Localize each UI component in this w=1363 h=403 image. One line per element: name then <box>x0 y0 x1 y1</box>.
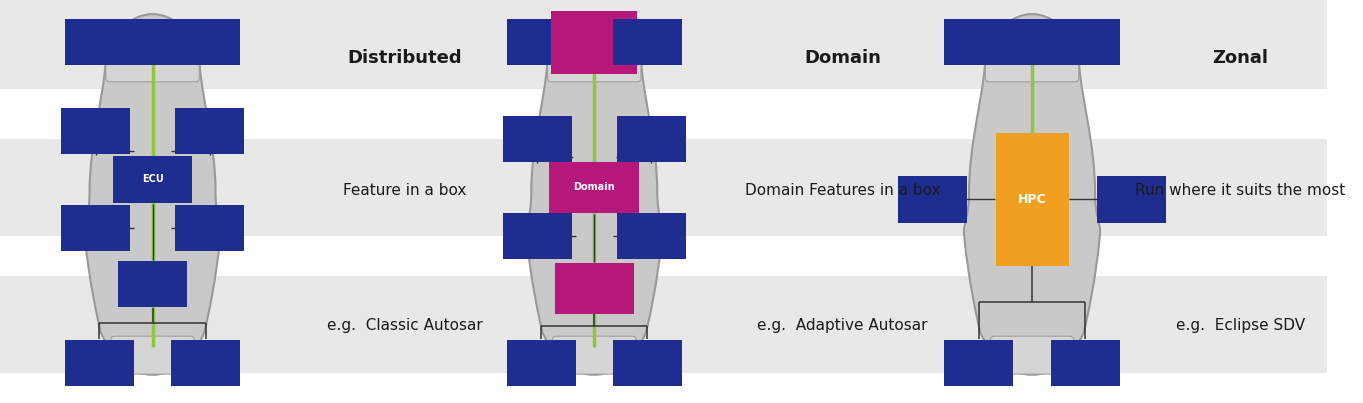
FancyBboxPatch shape <box>555 263 634 314</box>
PathPatch shape <box>85 14 221 375</box>
FancyBboxPatch shape <box>998 19 1066 65</box>
Text: e.g.  Eclipse SDV: e.g. Eclipse SDV <box>1176 318 1304 333</box>
FancyBboxPatch shape <box>551 11 638 74</box>
FancyBboxPatch shape <box>1051 19 1119 65</box>
FancyBboxPatch shape <box>613 339 682 386</box>
FancyBboxPatch shape <box>0 0 1326 89</box>
PathPatch shape <box>964 14 1100 375</box>
FancyBboxPatch shape <box>548 25 641 82</box>
FancyBboxPatch shape <box>61 205 129 251</box>
FancyBboxPatch shape <box>172 19 240 65</box>
Text: e.g.  Classic Autosar: e.g. Classic Autosar <box>327 318 483 333</box>
Text: Distributed: Distributed <box>348 50 462 67</box>
Text: Zonal: Zonal <box>1212 50 1269 67</box>
FancyBboxPatch shape <box>106 25 199 82</box>
Text: Domain Features in a box: Domain Features in a box <box>744 183 940 198</box>
FancyBboxPatch shape <box>985 25 1078 82</box>
FancyBboxPatch shape <box>110 336 195 374</box>
FancyBboxPatch shape <box>507 19 575 65</box>
FancyBboxPatch shape <box>113 156 192 202</box>
Text: HPC: HPC <box>1018 193 1047 206</box>
FancyBboxPatch shape <box>1097 176 1165 222</box>
Text: e.g.  Adaptive Autosar: e.g. Adaptive Autosar <box>756 318 928 333</box>
FancyBboxPatch shape <box>65 19 134 65</box>
Text: Domain: Domain <box>574 183 615 192</box>
FancyBboxPatch shape <box>617 213 686 259</box>
FancyBboxPatch shape <box>0 276 1326 373</box>
FancyBboxPatch shape <box>61 108 129 154</box>
Text: ECU: ECU <box>142 174 164 184</box>
FancyBboxPatch shape <box>503 213 571 259</box>
FancyBboxPatch shape <box>172 339 240 386</box>
Text: Domain: Domain <box>804 50 880 67</box>
FancyBboxPatch shape <box>119 19 187 65</box>
FancyBboxPatch shape <box>1051 339 1119 386</box>
FancyBboxPatch shape <box>613 19 682 65</box>
FancyBboxPatch shape <box>945 339 1014 386</box>
FancyBboxPatch shape <box>549 162 639 213</box>
FancyBboxPatch shape <box>995 133 1069 266</box>
FancyBboxPatch shape <box>174 108 244 154</box>
FancyBboxPatch shape <box>503 116 571 162</box>
Text: Feature in a box: Feature in a box <box>343 183 466 198</box>
FancyBboxPatch shape <box>617 116 686 162</box>
FancyBboxPatch shape <box>991 336 1074 374</box>
FancyBboxPatch shape <box>65 339 134 386</box>
FancyBboxPatch shape <box>898 176 966 222</box>
FancyBboxPatch shape <box>552 336 637 374</box>
PathPatch shape <box>526 14 662 375</box>
FancyBboxPatch shape <box>174 205 244 251</box>
FancyBboxPatch shape <box>0 139 1326 236</box>
FancyBboxPatch shape <box>119 261 187 307</box>
FancyBboxPatch shape <box>507 339 575 386</box>
Text: Run where it suits the most: Run where it suits the most <box>1135 183 1345 198</box>
FancyBboxPatch shape <box>945 19 1014 65</box>
